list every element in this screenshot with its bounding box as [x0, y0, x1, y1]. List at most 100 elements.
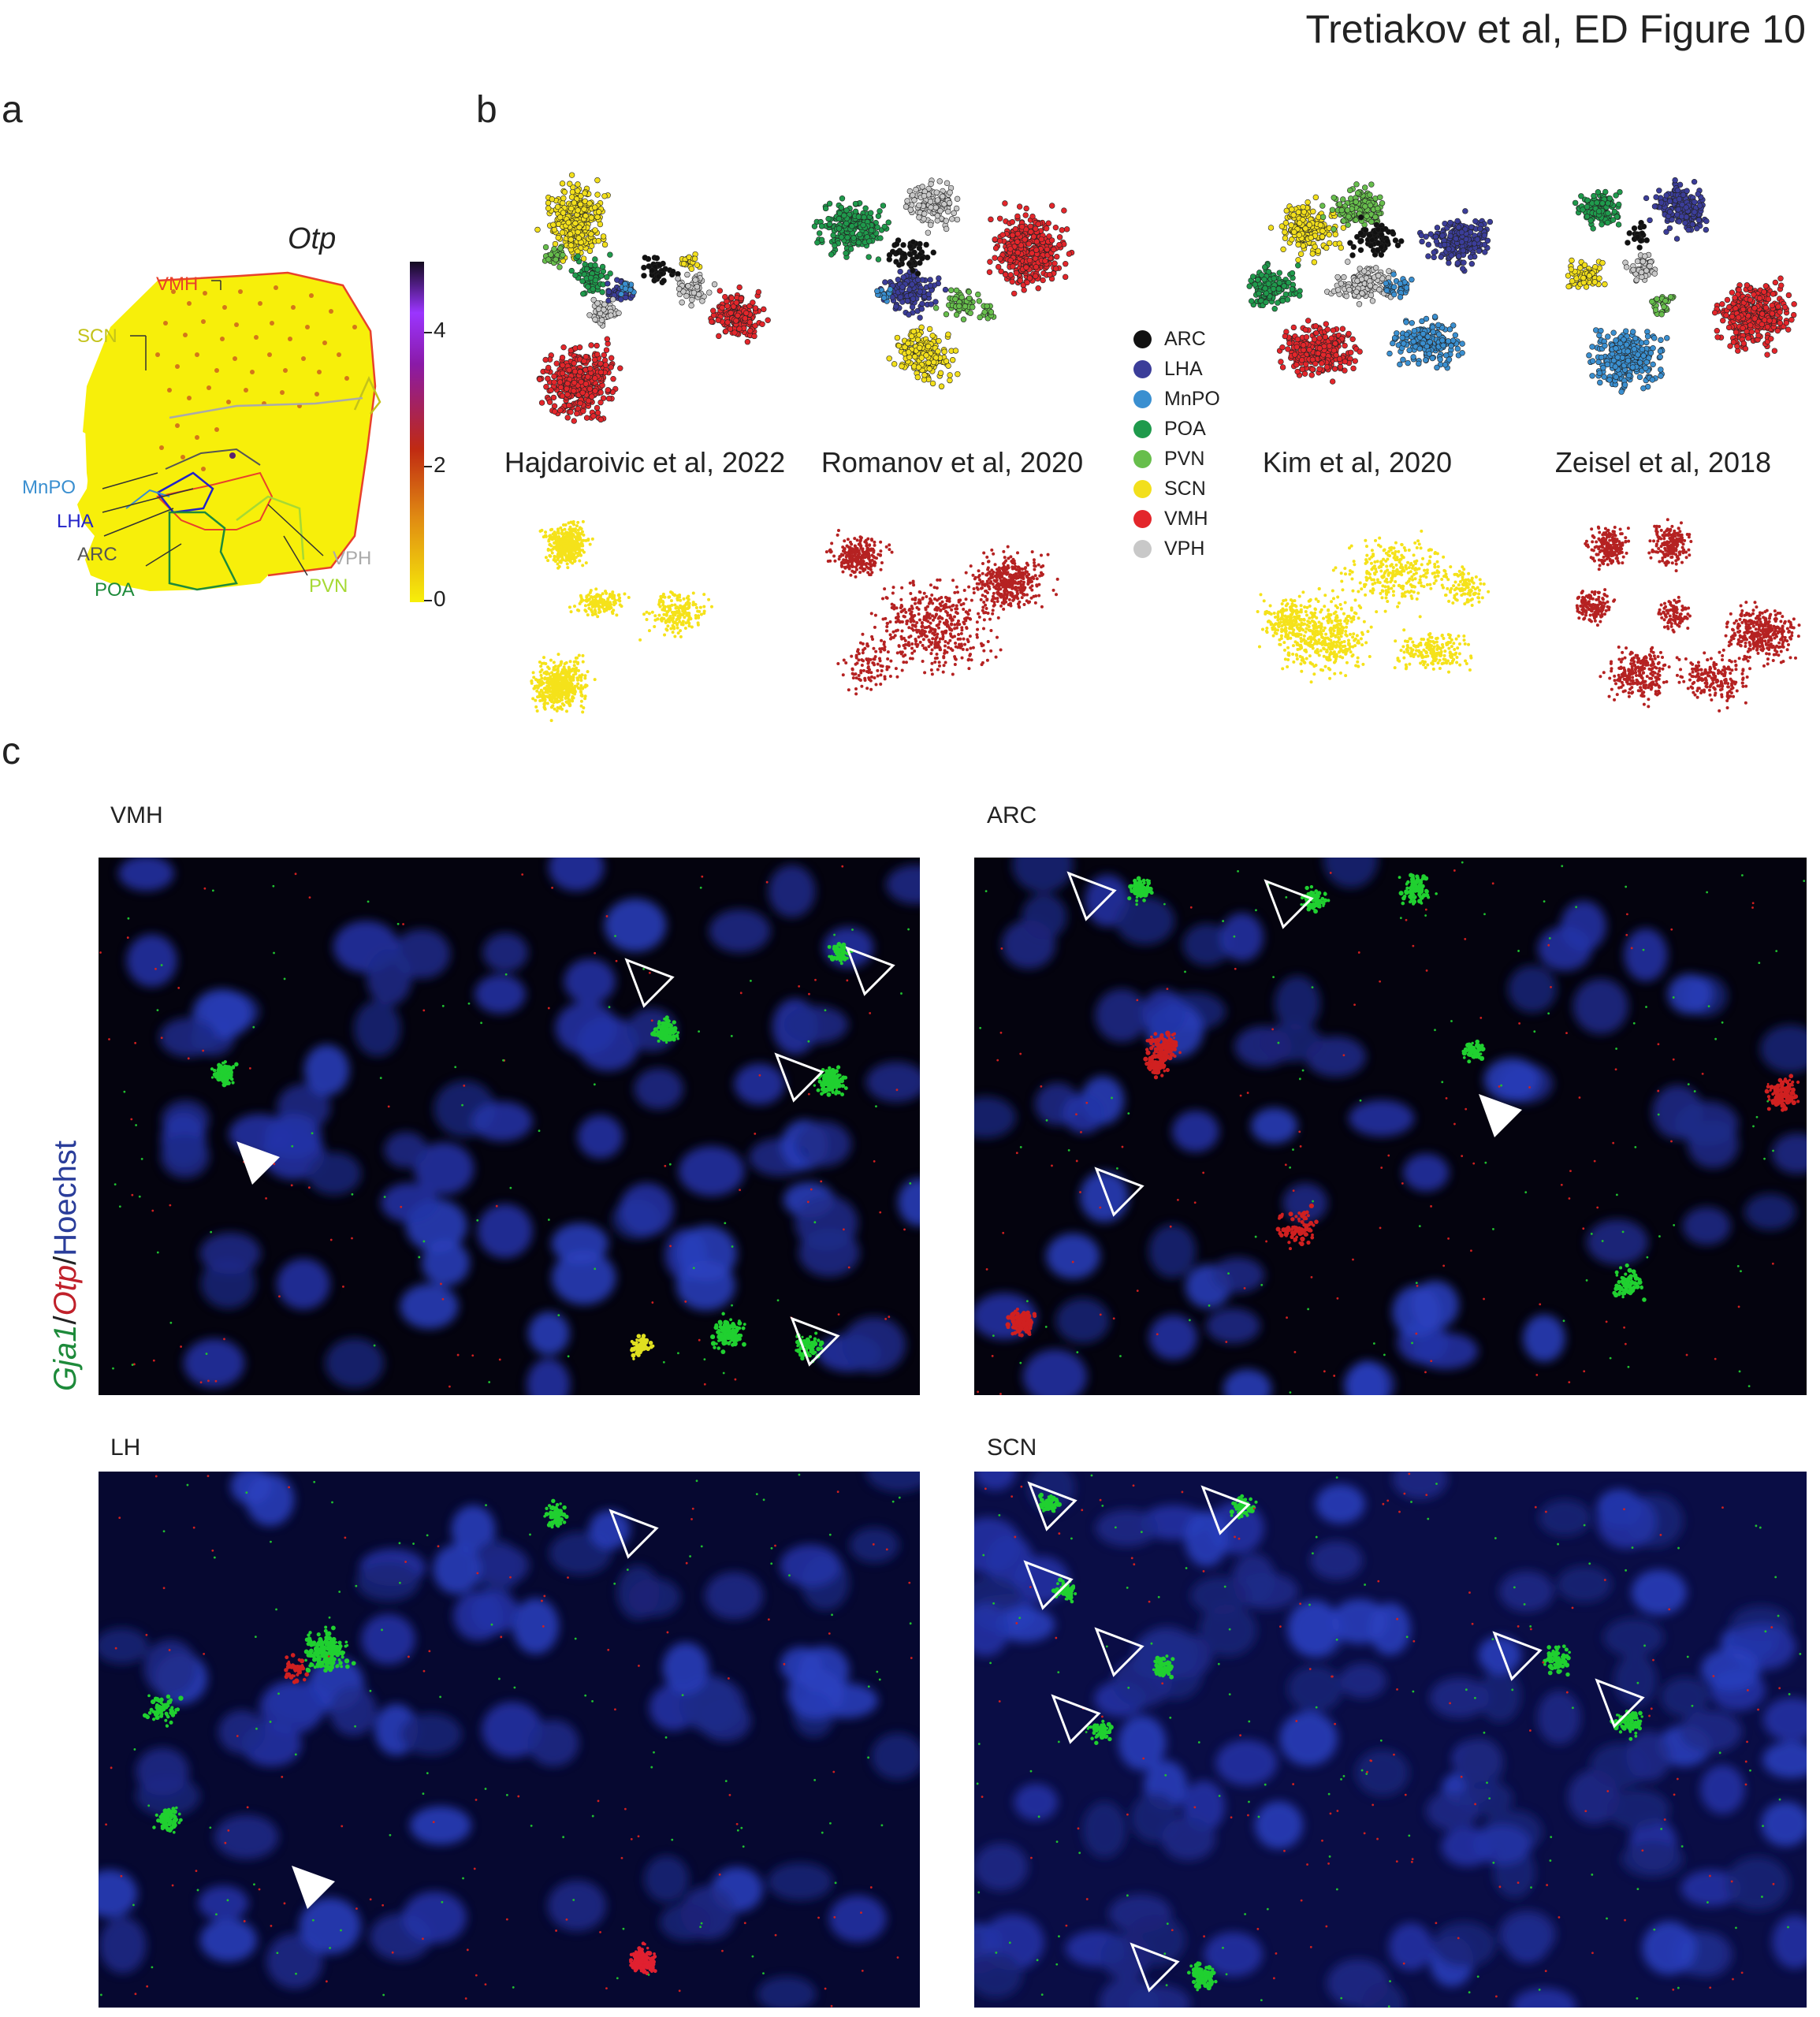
legend-item-scn: SCN — [1133, 478, 1206, 501]
legend-swatch — [1133, 480, 1152, 498]
panel-c-letter: c — [2, 731, 20, 772]
legend-item-vmh: VMH — [1133, 508, 1208, 530]
expression-umap — [530, 519, 713, 723]
legend-swatch — [1133, 360, 1152, 378]
micrograph-label-lh: LH — [110, 1435, 141, 1461]
expression-umap — [1256, 529, 1491, 684]
open-arrowhead-marker — [1492, 1631, 1543, 1681]
cluster-points — [1649, 294, 1677, 318]
cluster-points — [1319, 181, 1386, 233]
filled-arrowhead-marker — [1479, 1094, 1522, 1137]
cluster-points — [874, 286, 894, 304]
map-label-scn: SCN — [77, 326, 117, 347]
cluster-points — [886, 324, 961, 389]
micrograph-lh — [99, 1472, 920, 2008]
dataset-title-kim: Kim et al, 2020 — [1262, 446, 1453, 478]
cluster-points — [1276, 318, 1363, 385]
panel-a-letter: a — [2, 89, 23, 131]
legend-item-arc: ARC — [1133, 328, 1206, 351]
cluster-points — [568, 251, 613, 297]
umap-embeddings — [0, 0, 1820, 757]
map-label-mnpo: MnPO — [22, 477, 76, 498]
cluster-points — [708, 284, 771, 345]
open-arrowhead-marker — [1094, 1627, 1144, 1677]
cluster-points — [1347, 214, 1405, 259]
expression-umap — [824, 528, 1059, 696]
cluster-points — [1622, 251, 1658, 284]
legend-item-mnpo: MnPO — [1133, 388, 1220, 411]
map-label-vmh: VMH — [156, 274, 199, 295]
open-arrowhead-marker — [1130, 1942, 1180, 1993]
legend-swatch — [1133, 510, 1152, 528]
filled-arrowhead-marker — [292, 1866, 335, 1909]
open-arrowhead-marker — [845, 946, 895, 996]
panel-b-letter: b — [476, 89, 497, 131]
cluster-points — [1324, 259, 1397, 307]
expression-colorbar — [410, 262, 432, 602]
cluster-umap — [534, 172, 771, 424]
micrograph-vmh — [99, 858, 920, 1395]
cluster-points — [1586, 327, 1670, 395]
dataset-title-hajdaroivic: Hajdaroivic et al, 2022 — [504, 446, 786, 478]
legend-swatch — [1133, 420, 1152, 438]
cluster-points — [986, 200, 1075, 297]
open-arrowhead-marker — [1094, 1167, 1144, 1217]
colorbar-tick-2: 2 — [434, 452, 446, 477]
cluster-points — [679, 251, 703, 272]
map-label-arc: ARC — [77, 544, 117, 565]
cluster-points — [903, 177, 961, 236]
cluster-points — [1267, 194, 1347, 266]
map-label-lha: LHA — [57, 511, 94, 532]
stain-label-hoechst: Hoechst — [48, 1141, 83, 1256]
legend-item-vph: VPH — [1133, 538, 1204, 560]
otp-gene-label: Otp — [288, 222, 337, 255]
cluster-points — [641, 255, 681, 285]
filled-arrowhead-marker — [236, 1141, 280, 1185]
colorbar-tick-0: 0 — [434, 586, 446, 611]
cluster-points — [1386, 314, 1465, 371]
dataset-title-romanov: Romanov et al, 2020 — [821, 446, 1084, 478]
cluster-umap — [1565, 177, 1797, 395]
gene-label-gja1: Gja1 — [48, 1325, 83, 1392]
cluster-points — [1643, 177, 1710, 242]
cluster-points — [586, 296, 622, 329]
cluster-points — [1565, 257, 1608, 290]
micrograph-label-scn: SCN — [987, 1435, 1037, 1461]
cluster-points — [1572, 188, 1623, 232]
cluster-points — [1711, 275, 1797, 358]
expression-umap — [1575, 518, 1801, 713]
open-arrowhead-marker — [609, 1509, 659, 1559]
map-label-pvn: PVN — [309, 575, 348, 597]
micrograph-label-arc: ARC — [987, 802, 1037, 828]
colorbar-tick-4: 4 — [434, 318, 446, 342]
open-arrowhead-marker — [1066, 871, 1117, 921]
stain-axis-label: Gja1/Otp/Hoechst — [48, 1141, 83, 1392]
open-arrowhead-marker — [774, 1052, 824, 1103]
legend-swatch — [1133, 540, 1152, 558]
otp-expression-map — [77, 271, 381, 591]
cluster-points — [877, 268, 949, 321]
legend-item-lha: LHA — [1133, 358, 1203, 381]
cluster-points — [1246, 260, 1303, 312]
label-separator: / — [48, 1256, 83, 1265]
cluster-umap — [811, 177, 1075, 389]
cluster-points — [977, 303, 997, 322]
cluster-points — [542, 244, 566, 270]
micrograph-scn — [974, 1472, 1807, 2008]
cluster-points — [886, 237, 936, 277]
cluster-points — [1625, 219, 1650, 251]
open-arrowhead-marker — [790, 1316, 840, 1367]
cluster-points — [536, 336, 623, 424]
legend-swatch — [1133, 450, 1152, 468]
cluster-umap — [1246, 181, 1494, 385]
cluster-points — [932, 287, 983, 322]
open-arrowhead-marker — [1051, 1694, 1101, 1744]
micrograph-label-vmh: VMH — [110, 802, 163, 828]
dataset-title-zeisel: Zeisel et al, 2018 — [1554, 446, 1772, 478]
open-arrowhead-marker — [1023, 1560, 1074, 1610]
open-arrowhead-marker — [1264, 879, 1314, 929]
gene-label-otp: Otp — [48, 1265, 83, 1316]
map-label-poa: POA — [95, 579, 135, 601]
open-arrowhead-marker — [1027, 1481, 1077, 1531]
cluster-points — [675, 271, 718, 309]
